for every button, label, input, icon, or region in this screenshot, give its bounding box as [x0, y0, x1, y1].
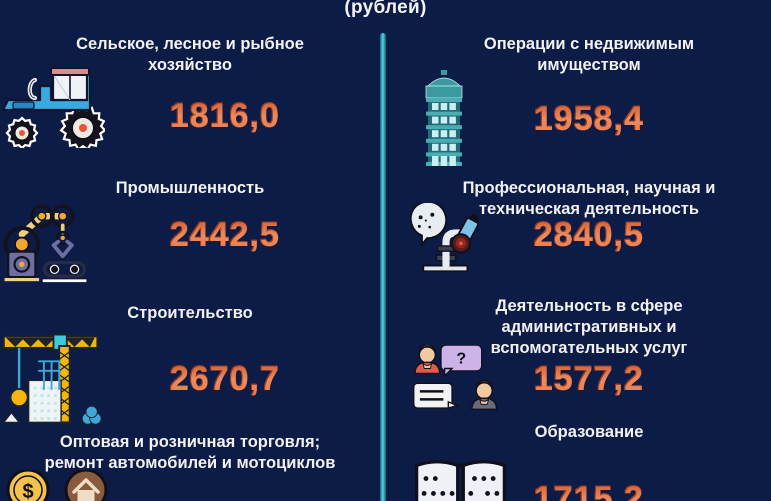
svg-text:$: $ — [22, 481, 33, 501]
svg-text:?: ? — [456, 350, 466, 368]
